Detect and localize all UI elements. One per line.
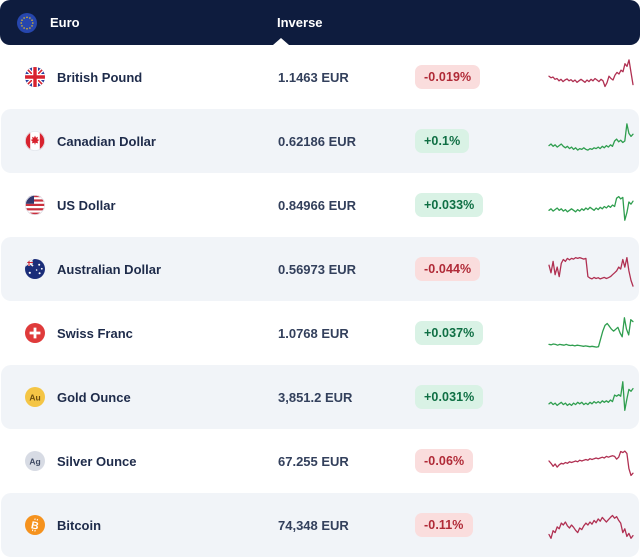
change-badge: -0.019% [415, 65, 481, 89]
sparkline-chart [545, 439, 639, 483]
change-badge: -0.11% [415, 513, 473, 537]
svg-text:B: B [30, 519, 40, 532]
sparkline-chart [545, 311, 639, 355]
svg-text:Au: Au [29, 392, 40, 402]
flag-uk-icon [25, 67, 45, 87]
rate-value: 1.1463 EUR [278, 69, 349, 85]
change-badge: -0.044% [415, 257, 481, 281]
sparkline-chart [545, 503, 639, 547]
rates-table: British Pound 1.1463 EUR -0.019% Canadia… [0, 45, 640, 557]
sparkline-chart [545, 55, 639, 99]
flag-canada-icon [25, 131, 45, 151]
currency-row-flag-australia[interactable]: Australian Dollar 0.56973 EUR -0.044% [1, 237, 639, 301]
change-badge: +0.031% [415, 385, 484, 409]
bitcoin-icon: B [25, 515, 45, 535]
sparkline-chart [545, 183, 639, 227]
inverse-column-tab[interactable]: Inverse [277, 15, 323, 30]
currency-name: Australian Dollar [57, 261, 162, 277]
currency-row-gold[interactable]: Au Gold Ounce 3,851.2 EUR +0.031% [1, 365, 639, 429]
base-currency-label: Euro [50, 15, 80, 30]
rate-value: 67.255 EUR [278, 453, 349, 469]
currency-row-flag-canada[interactable]: Canadian Dollar 0.62186 EUR +0.1% [1, 109, 639, 173]
rates-header: Euro Inverse [0, 0, 640, 45]
currency-row-flag-uk[interactable]: British Pound 1.1463 EUR -0.019% [1, 45, 639, 109]
change-badge: +0.033% [415, 193, 484, 217]
rate-value: 3,851.2 EUR [278, 389, 353, 405]
rate-value: 0.62186 EUR [278, 133, 357, 149]
flag-us-icon [25, 195, 45, 215]
sparkline-chart [545, 247, 639, 291]
rate-value: 1.0768 EUR [278, 325, 349, 341]
currency-name: US Dollar [57, 197, 116, 213]
currency-row-silver[interactable]: Ag Silver Ounce 67.255 EUR -0.06% [1, 429, 639, 493]
svg-text:Ag: Ag [29, 456, 40, 466]
currency-row-flag-us[interactable]: US Dollar 0.84966 EUR +0.033% [1, 173, 639, 237]
sparkline-chart [545, 119, 639, 163]
currency-name: Bitcoin [57, 517, 102, 533]
rate-value: 0.56973 EUR [278, 261, 357, 277]
currency-name: Gold Ounce [57, 389, 131, 405]
eu-flag-icon [17, 12, 37, 33]
currency-name: British Pound [57, 69, 143, 85]
flag-australia-icon [25, 259, 45, 279]
currency-name: Canadian Dollar [57, 133, 156, 149]
rate-value: 74,348 EUR [278, 517, 349, 533]
sparkline-chart [545, 375, 639, 419]
change-badge: +0.037% [415, 321, 484, 345]
rate-value: 0.84966 EUR [278, 197, 357, 213]
silver-icon: Ag [25, 451, 45, 471]
gold-icon: Au [25, 387, 45, 407]
selected-tab-notch [273, 38, 289, 45]
currency-name: Silver Ounce [57, 453, 137, 469]
currency-row-bitcoin[interactable]: B Bitcoin 74,348 EUR -0.11% [1, 493, 639, 557]
currency-row-flag-switzerland[interactable]: Swiss Franc 1.0768 EUR +0.037% [1, 301, 639, 365]
change-badge: -0.06% [415, 449, 474, 473]
flag-switzerland-icon [25, 323, 45, 343]
currency-name: Swiss Franc [57, 325, 133, 341]
change-badge: +0.1% [415, 129, 470, 153]
